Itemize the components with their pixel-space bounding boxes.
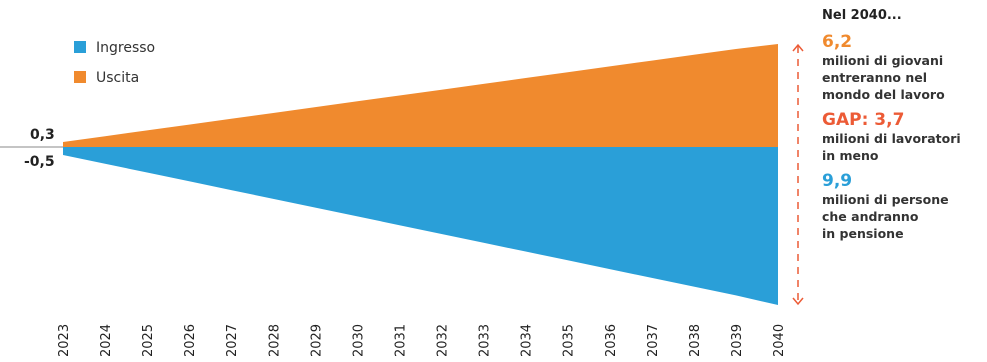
x-tick-label: 2031 — [393, 324, 408, 357]
annotation-value-uscita: 6,2 — [822, 32, 853, 52]
x-tick-label: 2026 — [183, 324, 198, 357]
x-tick-label: 2023 — [57, 324, 72, 357]
x-axis-ticks: 2023 2024 2025 2026 2027 2028 2029 2030 2031 2032… — [57, 324, 787, 357]
x-tick-label: 2037 — [646, 324, 661, 357]
span-arrow-head-bottom — [792, 297, 804, 306]
x-tick-label: 2035 — [562, 324, 577, 357]
annotation-panel: Nel 2040... 6,2 milioni di giovani entre… — [822, 8, 987, 249]
legend: Ingresso Uscita — [74, 40, 155, 86]
x-tick-label: 2040 — [772, 324, 787, 357]
area-ingresso — [63, 147, 778, 305]
x-tick-label: 2036 — [604, 324, 619, 357]
x-tick-label: 2027 — [225, 324, 240, 357]
span-arrow — [792, 43, 804, 306]
annotation-gap: GAP: 3,7 — [822, 110, 905, 130]
annotation-text-gap: milioni di lavoratori in meno — [822, 131, 961, 163]
x-tick-label: 2032 — [436, 324, 451, 357]
x-tick-label: 2029 — [309, 324, 324, 357]
x-tick-label: 2024 — [99, 324, 114, 357]
annotation-value-ingresso: 9,9 — [822, 171, 853, 191]
x-tick-label: 2038 — [688, 324, 703, 357]
legend-swatch-ingresso — [74, 41, 86, 53]
annotation-text-uscita: milioni di giovani entreranno nel mondo … — [822, 53, 945, 102]
x-tick-label: 2030 — [351, 324, 366, 357]
span-arrow-head-top — [792, 43, 804, 52]
x-tick-label: 2025 — [141, 324, 156, 357]
area-uscita — [63, 44, 778, 147]
annotation-title: Nel 2040... — [822, 8, 902, 23]
chart-areas — [63, 44, 778, 305]
x-tick-label: 2028 — [267, 324, 282, 357]
y-label-top: 0,3 — [30, 127, 55, 143]
x-tick-label: 2033 — [478, 324, 493, 357]
y-label-bottom: -0,5 — [24, 154, 55, 170]
legend-label-uscita: Uscita — [96, 70, 139, 86]
x-tick-label: 2039 — [730, 324, 745, 357]
x-tick-label: 2034 — [520, 324, 535, 357]
annotation-text-ingresso: milioni di persone che andranno in pensi… — [822, 192, 949, 241]
legend-label-ingresso: Ingresso — [96, 40, 155, 56]
legend-swatch-uscita — [74, 71, 86, 83]
